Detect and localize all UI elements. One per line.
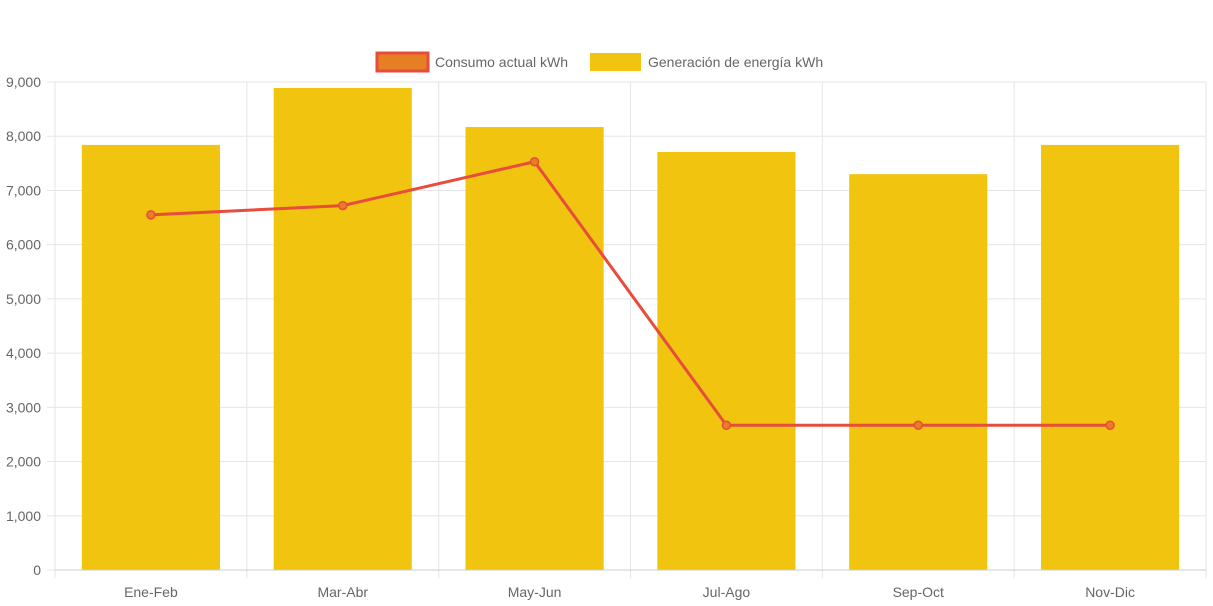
x-tick-label: Ene-Feb	[124, 584, 178, 600]
line-layer	[146, 156, 1115, 430]
bar-generacion[interactable]	[273, 87, 412, 570]
line-point-consumo[interactable]	[529, 156, 540, 167]
y-tick-label: 0	[33, 562, 41, 578]
legend-swatch-generacion[interactable]	[590, 53, 641, 71]
line-point-consumo[interactable]	[721, 420, 732, 430]
legend[interactable]: Consumo actual kWh Generación de energía…	[375, 51, 823, 73]
bar-generacion[interactable]	[81, 144, 220, 571]
line-point-consumo[interactable]	[146, 210, 156, 220]
line-consumo	[150, 160, 1111, 427]
x-tick-label: Jul-Ago	[703, 584, 751, 600]
bar-generacion[interactable]	[465, 127, 604, 570]
y-tick-label: 9,000	[6, 74, 41, 90]
y-tick-label: 7,000	[6, 182, 41, 198]
y-tick-label: 1,000	[6, 508, 41, 524]
y-tick-label: 8,000	[6, 128, 41, 144]
legend-label-generacion[interactable]: Generación de energía kWh	[648, 54, 823, 70]
legend-label-consumo[interactable]: Consumo actual kWh	[435, 54, 568, 70]
y-tick-label: 6,000	[6, 237, 41, 253]
grid-layer	[47, 81, 1207, 578]
bar-generacion[interactable]	[849, 174, 988, 570]
y-tick-label: 5,000	[6, 291, 41, 307]
x-tick-label: Sep-Oct	[893, 584, 944, 600]
y-tick-label: 3,000	[6, 399, 41, 415]
axis-layer: 0 1,000 2,000 3,000 4,000 5,000 6,000 7,000 8,00…	[6, 74, 1206, 600]
line-point-consumo[interactable]	[913, 420, 923, 430]
bars-layer	[81, 87, 1180, 571]
x-tick-label: May-Jun	[508, 584, 562, 600]
legend-swatch-consumo[interactable]	[375, 51, 430, 73]
line-point-consumo[interactable]	[1105, 420, 1115, 430]
y-tick-label: 2,000	[6, 454, 41, 470]
line-point-consumo[interactable]	[338, 200, 348, 211]
x-tick-label: Nov-Dic	[1085, 584, 1135, 600]
x-tick-label: Mar-Abr	[317, 584, 368, 600]
y-tick-label: 4,000	[6, 345, 41, 361]
bar-generacion[interactable]	[1041, 144, 1180, 571]
